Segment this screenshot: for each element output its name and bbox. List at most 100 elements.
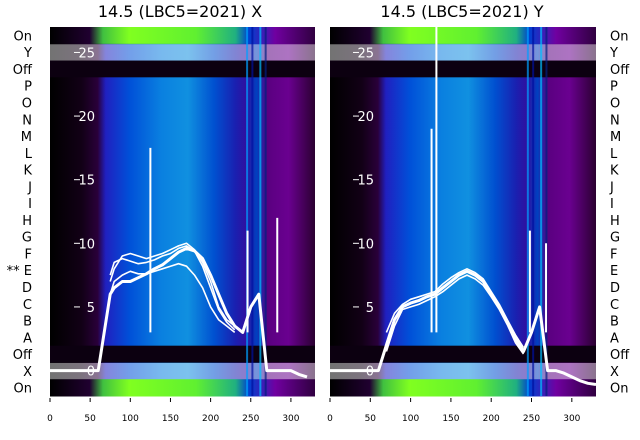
heatmap-row [330, 345, 596, 363]
x-tick-label: 150 [162, 414, 179, 424]
heatmap-row [50, 228, 315, 246]
chart-title: 14.5 (LBC5=2021) X [98, 2, 262, 21]
heatmap-row [50, 278, 315, 296]
x-tick-label: 200 [202, 414, 219, 424]
row-label: M [21, 130, 32, 145]
heatmap-streak [545, 27, 548, 396]
row-label: Y [23, 46, 32, 61]
row-label: F [25, 247, 32, 262]
heatmap-row [50, 161, 315, 179]
x-tick-label: 50 [84, 414, 96, 424]
row-label: On [610, 382, 628, 397]
heatmap-row [330, 194, 596, 212]
x-tick-label: 250 [523, 414, 540, 424]
heatmap-streak [264, 27, 267, 396]
y-tick-label: 20 [357, 110, 374, 125]
row-label: G [610, 231, 620, 246]
row-label: K [23, 164, 32, 179]
heatmap-row [50, 194, 315, 212]
heatmap-row [50, 127, 315, 145]
row-label: C [610, 298, 619, 313]
heatmap-row [50, 43, 315, 62]
y-tick-label: 25 [78, 46, 95, 61]
x-tick-label: 200 [483, 414, 500, 424]
row-label: On [14, 29, 32, 44]
heatmap-row [50, 345, 315, 363]
y-tick-label: 10 [357, 237, 374, 252]
heatmap [330, 27, 596, 397]
row-label: N [610, 113, 620, 128]
heatmap-row [50, 362, 315, 380]
row-label: P [24, 80, 32, 95]
row-label: Off [13, 63, 33, 78]
row-label: J [27, 180, 32, 195]
y-tick-label: 10 [78, 237, 95, 252]
heatmap-row [330, 362, 596, 380]
x-tick-label: 300 [563, 414, 580, 424]
row-label: X [23, 365, 32, 380]
row-label: I [28, 197, 32, 212]
row-label: C [23, 298, 32, 313]
x-tick-label: 0 [327, 414, 333, 424]
x-tick-label: 150 [442, 414, 459, 424]
row-label: B [23, 315, 32, 330]
row-label: G [22, 231, 32, 246]
heatmap-row [330, 278, 596, 296]
heatmap-row [50, 295, 315, 313]
heatmap-streak [532, 27, 535, 396]
x-tick-label: 50 [365, 414, 377, 424]
row-label: A [610, 331, 619, 346]
y-tick-label: 5 [87, 301, 95, 316]
row-label: H [610, 214, 620, 229]
x-tick-label: 0 [47, 414, 53, 424]
row-label: Y [609, 46, 618, 61]
heatmap-row [50, 211, 315, 229]
series-line-2 [385, 268, 525, 349]
row-label: L [610, 147, 618, 162]
y-tick-label: 20 [78, 110, 95, 125]
row-label: On [14, 382, 32, 397]
heatmap-streak [259, 27, 262, 396]
heatmap-row [330, 328, 596, 347]
row-label: F [610, 247, 617, 262]
heatmap-row [330, 77, 596, 95]
x-tick-label: 250 [242, 414, 259, 424]
row-label: E [610, 264, 618, 279]
row-label: D [610, 281, 620, 296]
row-label: Off [610, 348, 630, 363]
row-label: X [610, 365, 619, 380]
heatmap-row [330, 211, 596, 229]
heatmap-row [50, 110, 315, 129]
heatmap-row [330, 60, 596, 78]
heatmap-row [50, 177, 315, 196]
row-label: P [610, 80, 618, 95]
y-tick-label: 25 [357, 46, 374, 61]
row-label: ** E [7, 264, 32, 279]
row-label: N [22, 113, 32, 128]
series-line-2 [109, 242, 236, 327]
row-label: H [22, 214, 32, 229]
heatmap-row [50, 77, 315, 95]
row-label: I [610, 197, 614, 212]
heatmap-row [330, 177, 596, 196]
x-tick-label: 100 [122, 414, 139, 424]
heatmap-row [50, 379, 315, 397]
row-label: Off [13, 348, 33, 363]
series-line-4 [109, 245, 236, 331]
heatmap-row [50, 94, 315, 112]
y-tick-label: 5 [366, 301, 374, 316]
heatmap-row [330, 379, 596, 397]
row-label: D [22, 281, 32, 296]
heatmap-row [330, 161, 596, 179]
heatmap-row [330, 27, 596, 45]
heatmap-streak [251, 27, 254, 396]
row-label: M [610, 130, 621, 145]
row-label: B [610, 315, 619, 330]
series-line-1 [330, 269, 597, 386]
heatmap-row [50, 245, 315, 263]
row-label: K [610, 164, 619, 179]
heatmap [50, 27, 315, 397]
heatmap-row [330, 144, 596, 162]
